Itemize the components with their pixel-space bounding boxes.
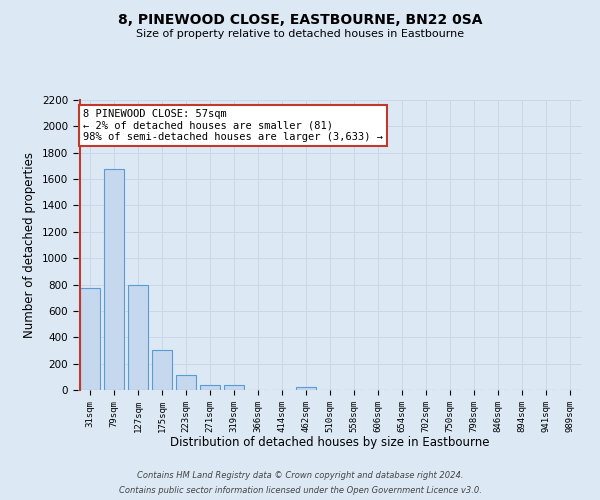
Bar <box>80 288 100 390</box>
Bar <box>176 375 196 390</box>
Bar <box>224 385 244 390</box>
Bar <box>296 386 316 390</box>
Text: 8, PINEWOOD CLOSE, EASTBOURNE, BN22 0SA: 8, PINEWOOD CLOSE, EASTBOURNE, BN22 0SA <box>118 12 482 26</box>
Text: Distribution of detached houses by size in Eastbourne: Distribution of detached houses by size … <box>170 436 490 449</box>
Bar <box>104 168 124 390</box>
Bar <box>128 285 148 390</box>
Bar <box>152 350 172 390</box>
Bar <box>200 385 220 390</box>
Text: Contains HM Land Registry data © Crown copyright and database right 2024.: Contains HM Land Registry data © Crown c… <box>137 471 463 480</box>
Text: 8 PINEWOOD CLOSE: 57sqm
← 2% of detached houses are smaller (81)
98% of semi-det: 8 PINEWOOD CLOSE: 57sqm ← 2% of detached… <box>83 108 383 142</box>
Text: Size of property relative to detached houses in Eastbourne: Size of property relative to detached ho… <box>136 29 464 39</box>
Y-axis label: Number of detached properties: Number of detached properties <box>23 152 37 338</box>
Text: Contains public sector information licensed under the Open Government Licence v3: Contains public sector information licen… <box>119 486 481 495</box>
